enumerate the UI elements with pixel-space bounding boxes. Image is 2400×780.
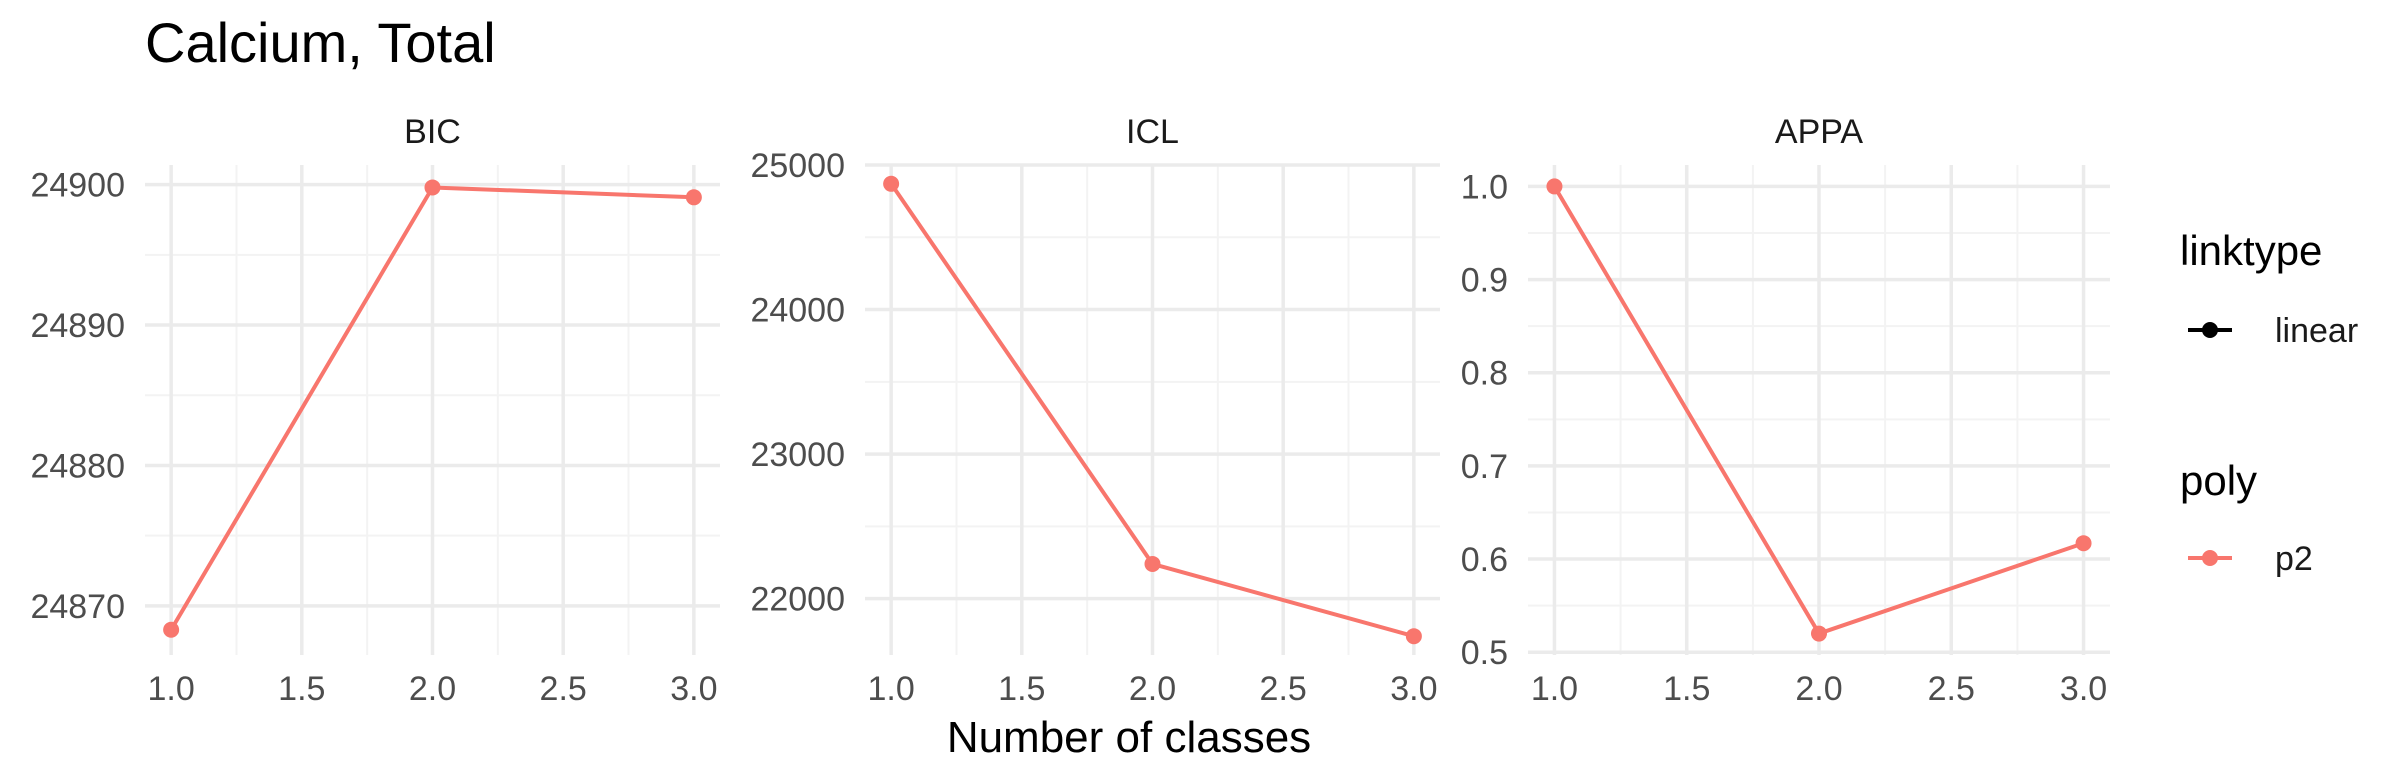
y-tick-label: 0.6 <box>1461 541 1508 579</box>
data-point <box>1405 628 1422 645</box>
legend-title-poly: poly <box>2180 457 2257 504</box>
x-tick-label: 2.0 <box>1129 670 1176 708</box>
x-tick-label: 2.5 <box>540 670 587 708</box>
x-tick-label: 3.0 <box>2060 670 2107 708</box>
x-axis-title: Number of classes <box>947 713 1311 762</box>
panel-appa: APPA 1.0 1.5 2.0 2.5 3.0 0.5 0.6 0.7 0.8 0.9 1.0 <box>1461 113 2110 708</box>
data-point <box>1546 178 1563 195</box>
x-tick-label: 1.5 <box>278 670 325 708</box>
panel-strip-label: ICL <box>1126 113 1179 151</box>
data-point <box>1144 555 1161 572</box>
x-tick-label: 2.5 <box>1928 670 1975 708</box>
data-point <box>685 189 702 206</box>
y-tick-label: 24890 <box>30 307 125 345</box>
y-tick-label: 23000 <box>750 436 845 474</box>
legend-title-linktype: linktype <box>2180 227 2322 274</box>
panel-bic: BIC 1.0 1.5 2.0 2.5 3.0 24870 24880 24890 24900 <box>30 113 720 708</box>
y-tick-label: 24880 <box>30 447 125 485</box>
x-tick-label: 2.5 <box>1260 670 1307 708</box>
panel-icl: ICL 1.0 1.5 2.0 2.5 3.0 22000 23000 24000 25000 <box>750 113 1440 708</box>
x-tick-label: 2.0 <box>1795 670 1842 708</box>
y-tick-label: 25000 <box>750 147 845 185</box>
chart-title: Calcium, Total <box>145 11 496 74</box>
legend-key-linear-point <box>2202 322 2218 338</box>
x-tick-label: 2.0 <box>409 670 456 708</box>
y-tick-label: 24000 <box>750 292 845 330</box>
data-point <box>2075 535 2092 552</box>
y-tick-label: 22000 <box>750 581 845 619</box>
panel-strip-label: APPA <box>1775 113 1864 151</box>
panel-strip-label: BIC <box>404 113 461 151</box>
data-point <box>163 621 180 638</box>
data-point <box>424 179 441 196</box>
legend-key-p2-point <box>2202 550 2218 566</box>
x-tick-label: 1.0 <box>868 670 915 708</box>
x-tick-label: 1.0 <box>148 670 195 708</box>
y-tick-label: 0.9 <box>1461 262 1508 300</box>
x-tick-label: 1.5 <box>1663 670 1710 708</box>
legend-label-p2: p2 <box>2275 540 2313 578</box>
legend-label-linear: linear <box>2275 312 2358 350</box>
y-tick-label: 0.8 <box>1461 355 1508 393</box>
x-tick-label: 1.0 <box>1531 670 1578 708</box>
x-tick-label: 3.0 <box>670 670 717 708</box>
y-tick-label: 24900 <box>30 167 125 205</box>
y-tick-label: 1.0 <box>1461 168 1508 206</box>
legend: linktype linear poly p2 <box>2180 227 2358 578</box>
y-tick-label: 0.5 <box>1461 634 1508 672</box>
data-point <box>883 175 900 192</box>
y-tick-label: 24870 <box>30 588 125 626</box>
x-tick-label: 1.5 <box>998 670 1045 708</box>
data-point <box>1811 625 1827 642</box>
x-tick-label: 3.0 <box>1390 670 1437 708</box>
y-tick-label: 0.7 <box>1461 448 1508 486</box>
